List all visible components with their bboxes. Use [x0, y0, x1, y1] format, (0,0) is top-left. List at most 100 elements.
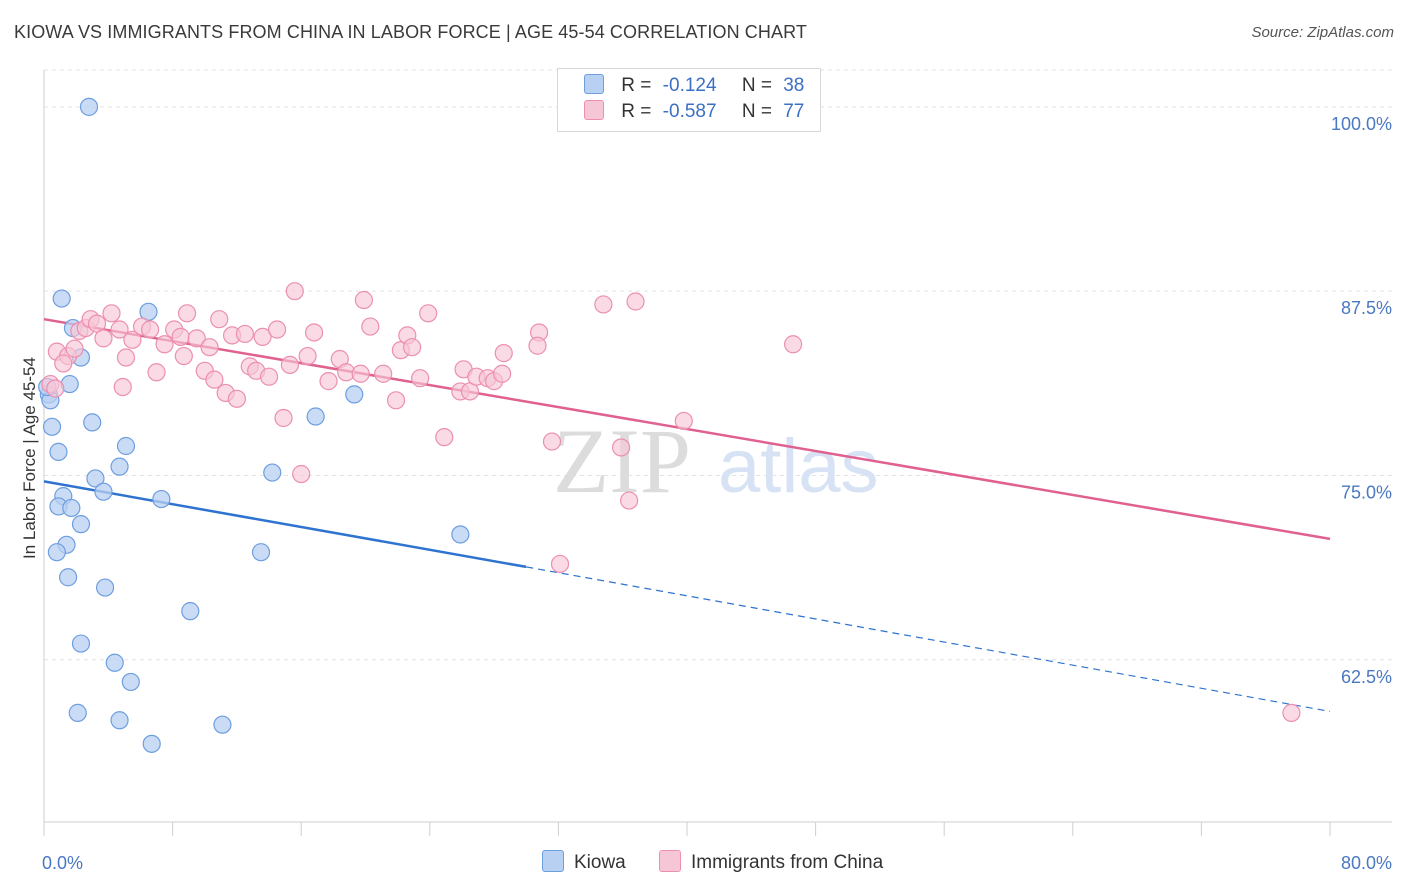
- data-point-china: [494, 344, 513, 363]
- y-tick-label: 87.5%: [1341, 298, 1392, 318]
- y-tick-label: 100.0%: [1331, 114, 1392, 134]
- data-point-kiowa: [251, 543, 271, 562]
- data-point-china: [110, 320, 129, 339]
- legend-swatch-kiowa: [584, 73, 604, 94]
- series-kiowa: [38, 97, 470, 753]
- data-point-kiowa: [94, 482, 113, 501]
- data-point-kiowa: [142, 734, 161, 753]
- bottom-legend-swatch-china: [659, 850, 681, 872]
- axis-ticks: 62.5% 75.0% 87.5% 100.0% 0.0% 80.0%: [42, 114, 1392, 873]
- data-point-china: [253, 327, 272, 346]
- data-point-china: [94, 329, 113, 348]
- bottom-legend-label-china: Immigrants from China: [691, 852, 884, 874]
- data-point-china: [542, 432, 562, 451]
- data-point-china: [493, 364, 512, 383]
- data-point-kiowa: [105, 653, 124, 672]
- data-point-china: [403, 338, 422, 357]
- data-point-kiowa: [68, 703, 87, 722]
- data-point-china: [435, 428, 454, 447]
- data-point-china: [65, 339, 84, 358]
- data-point-kiowa: [71, 515, 91, 534]
- data-point-china: [274, 408, 293, 428]
- data-point-china: [205, 370, 224, 389]
- legend-n-value-kiowa: 38: [783, 75, 805, 96]
- legend-n-label: N =: [741, 75, 772, 96]
- trend-line-kiowa: [43, 480, 527, 569]
- data-point-kiowa: [47, 543, 66, 562]
- data-point-kiowa: [116, 436, 136, 456]
- data-point-china: [550, 554, 570, 574]
- data-point-china: [351, 364, 370, 383]
- data-point-kiowa: [79, 97, 99, 116]
- data-point-china: [54, 354, 73, 373]
- data-point-kiowa: [451, 525, 470, 544]
- axes: [43, 70, 1392, 836]
- data-point-kiowa: [345, 385, 364, 404]
- series-china: [41, 282, 1301, 722]
- data-point-china: [155, 335, 174, 354]
- legend-r-value-kiowa: -0.124: [662, 75, 717, 96]
- bottom-legend-kiowa: Kiowa: [542, 850, 626, 874]
- data-point-china: [674, 411, 693, 431]
- bottom-legend-label-kiowa: Kiowa: [574, 852, 626, 874]
- data-point-kiowa: [59, 568, 78, 587]
- data-point-china: [594, 295, 613, 314]
- data-point-kiowa: [152, 489, 171, 509]
- data-point-kiowa: [52, 289, 71, 308]
- x-tick-label: 0.0%: [42, 853, 83, 873]
- data-point-kiowa: [95, 578, 115, 597]
- data-point-china: [285, 282, 304, 301]
- data-point-china: [177, 304, 197, 323]
- data-point-china: [783, 335, 803, 354]
- data-point-kiowa: [181, 602, 200, 621]
- data-point-china: [210, 310, 229, 329]
- legend-r-label: R =: [621, 75, 652, 96]
- data-point-kiowa: [213, 715, 232, 734]
- y-tick-label: 62.5%: [1341, 667, 1392, 687]
- data-point-kiowa: [49, 442, 68, 461]
- data-point-china: [235, 324, 255, 344]
- data-point-china: [411, 369, 430, 388]
- watermark-atlas: atlas: [718, 424, 879, 509]
- correlation-legend: R = -0.124 N = 38 R = -0.587 N = 77: [557, 68, 821, 132]
- data-point-china: [626, 292, 645, 311]
- data-point-china: [374, 364, 393, 383]
- data-point-china: [292, 464, 311, 484]
- data-point-kiowa: [121, 672, 140, 692]
- data-point-kiowa: [110, 711, 129, 730]
- y-tick-label: 75.0%: [1341, 482, 1392, 502]
- data-point-china: [46, 379, 65, 398]
- data-point-china: [620, 491, 639, 510]
- data-point-china: [123, 330, 142, 349]
- data-point-china: [419, 304, 438, 323]
- legend-swatch-china: [584, 99, 604, 120]
- data-point-china: [171, 327, 190, 346]
- bottom-legend-china: Immigrants from China: [659, 850, 884, 874]
- data-point-china: [147, 363, 166, 382]
- trend-line-kiowa-dashed: [526, 566, 1331, 713]
- data-point-china: [304, 323, 324, 342]
- legend-row-kiowa: R = -0.124 N = 38: [584, 73, 805, 101]
- data-point-china: [280, 355, 300, 375]
- data-point-china: [187, 329, 206, 348]
- trend-lines: [43, 317, 1331, 713]
- data-point-kiowa: [306, 407, 325, 426]
- legend-row-china: R = -0.587 N = 77: [584, 99, 805, 127]
- legend-n-value-china: 77: [783, 101, 805, 122]
- data-point-china: [361, 317, 380, 336]
- data-point-china: [200, 338, 219, 357]
- data-point-china: [319, 372, 338, 391]
- chart-source: Source: ZipAtlas.com: [1251, 24, 1394, 41]
- data-point-china: [611, 438, 631, 457]
- data-point-kiowa: [42, 417, 62, 436]
- data-point-china: [113, 377, 132, 397]
- data-point-china: [227, 389, 246, 408]
- data-point-china: [116, 348, 136, 367]
- data-point-kiowa: [71, 634, 91, 653]
- watermark: ZIP atlas: [553, 410, 879, 512]
- data-point-kiowa: [62, 498, 81, 518]
- y-axis-title: In Labor Force | Age 45-54: [20, 357, 39, 559]
- data-point-china: [267, 320, 287, 339]
- data-point-china: [174, 346, 193, 366]
